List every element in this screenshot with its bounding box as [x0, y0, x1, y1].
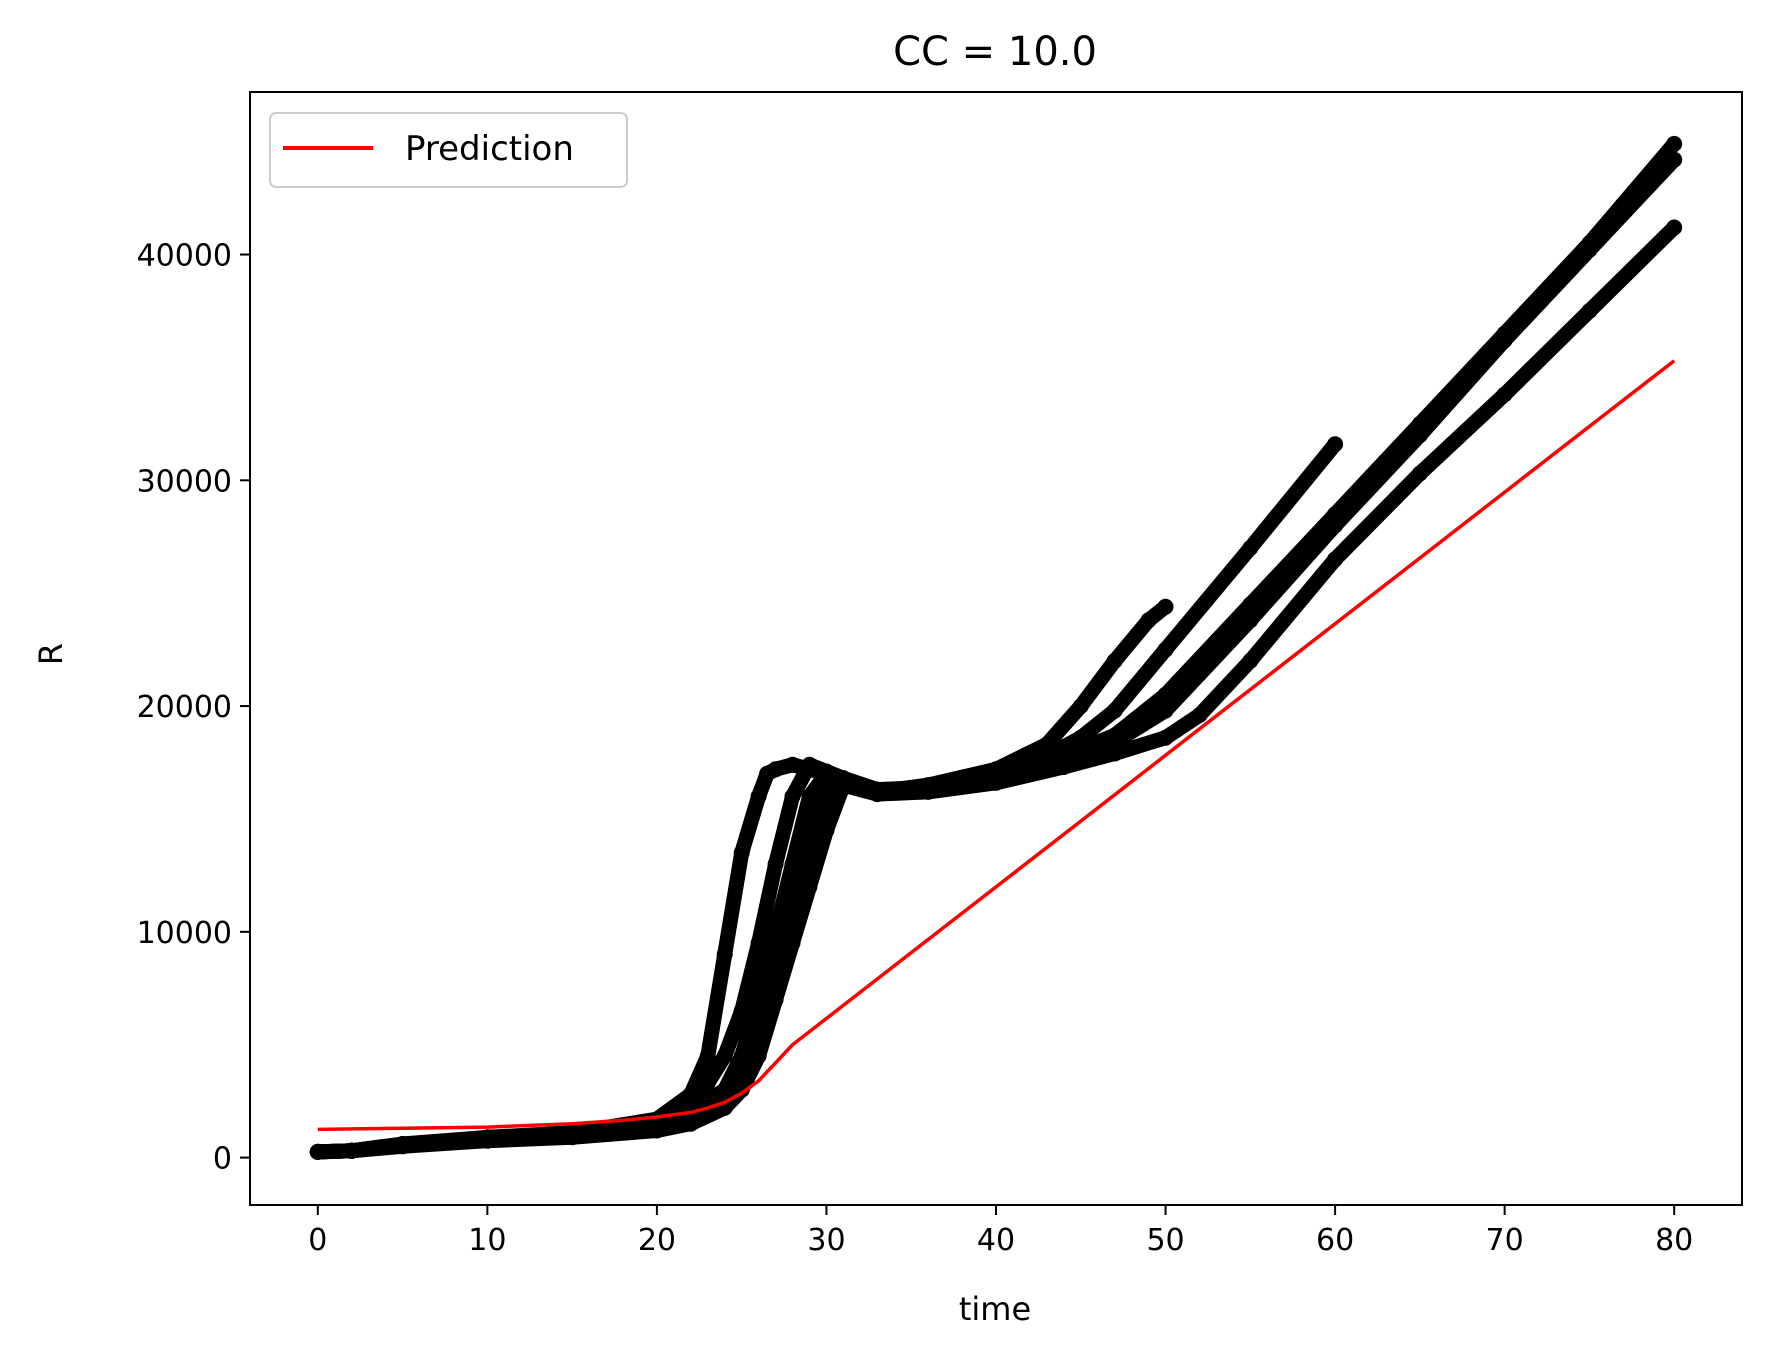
data-point	[920, 783, 937, 800]
x-tick-label: 80	[1655, 1223, 1693, 1258]
y-tick-label: 30000	[137, 464, 232, 499]
data-point	[1055, 759, 1072, 775]
data-point	[1666, 219, 1683, 236]
y-axis-label: R	[32, 643, 70, 665]
data-point	[1411, 427, 1428, 444]
data-point	[1327, 517, 1344, 534]
data-point	[801, 878, 818, 895]
data-point	[716, 946, 733, 963]
data-point	[835, 777, 852, 794]
data-point	[1496, 386, 1513, 403]
x-tick-label: 40	[977, 1223, 1015, 1258]
plot-area	[249, 91, 1743, 1206]
data-point	[801, 788, 818, 805]
x-tick-label: 20	[638, 1223, 676, 1258]
data-point	[479, 1132, 496, 1149]
x-tick-label: 60	[1316, 1223, 1354, 1258]
x-tick-label: 50	[1146, 1223, 1184, 1258]
legend: Prediction	[269, 112, 628, 188]
data-point	[750, 1048, 767, 1064]
x-tick-label: 70	[1486, 1223, 1524, 1258]
y-tick-label: 10000	[137, 916, 232, 951]
data-point	[699, 1048, 716, 1064]
data-point	[818, 765, 835, 782]
x-axis-label: time	[959, 1290, 1031, 1328]
data-point	[733, 1002, 750, 1019]
data-point	[343, 1142, 360, 1159]
y-tick-label: 0	[213, 1142, 232, 1177]
data-point	[988, 774, 1004, 791]
data-point	[767, 991, 784, 1008]
x-axis-ticks: 0 10 20 30 40 50 60 70 80	[308, 1205, 1693, 1258]
data-point	[1157, 641, 1174, 658]
chart-title: CC = 10.0	[893, 29, 1097, 75]
data-point	[1191, 707, 1208, 724]
data-point	[716, 1048, 733, 1064]
data-point	[750, 788, 767, 805]
data-point	[1666, 135, 1683, 152]
data-point	[1581, 303, 1598, 319]
data-point	[682, 1115, 699, 1132]
data-point	[309, 1143, 326, 1160]
data-point	[1106, 652, 1123, 669]
data-point	[1581, 242, 1598, 258]
x-tick-label: 0	[308, 1223, 327, 1258]
data-point	[1242, 612, 1259, 629]
data-point	[1106, 702, 1123, 719]
data-point	[1140, 612, 1157, 629]
data-point	[648, 1122, 665, 1139]
data-point	[699, 1075, 716, 1092]
data-point	[733, 844, 750, 861]
data-point	[564, 1129, 581, 1146]
data-point	[1157, 729, 1174, 746]
data-point	[1106, 745, 1123, 762]
data-point	[1327, 436, 1344, 453]
observed-run-5	[310, 220, 1682, 1160]
data-point	[784, 890, 801, 906]
data-point	[1666, 151, 1683, 168]
data-point	[750, 935, 767, 952]
data-point	[1157, 598, 1174, 615]
data-point	[1242, 652, 1259, 669]
data-point	[767, 761, 784, 778]
legend-prediction-label: Prediction	[405, 129, 574, 169]
data-point	[869, 786, 886, 803]
data-point	[784, 756, 801, 773]
data-point	[784, 788, 801, 805]
data-point	[1242, 540, 1259, 556]
data-point	[1072, 698, 1089, 715]
x-tick-label: 10	[468, 1223, 506, 1258]
legend-box	[269, 112, 628, 188]
data-point	[1327, 551, 1344, 568]
data-point	[1157, 702, 1174, 719]
data-point	[767, 856, 784, 873]
y-tick-label: 40000	[137, 239, 232, 274]
x-tick-label: 30	[807, 1223, 845, 1258]
data-point	[801, 833, 818, 850]
prediction-line	[317, 359, 1676, 1132]
data-point	[1411, 465, 1428, 482]
data-point	[801, 756, 818, 773]
y-axis-ticks: 0 10000 20000 30000 40000	[137, 239, 250, 1177]
data-point	[818, 783, 835, 800]
data-point	[1496, 332, 1513, 349]
data-point	[784, 935, 801, 952]
data-point	[818, 822, 835, 839]
y-tick-label: 20000	[137, 690, 232, 725]
data-point	[394, 1138, 411, 1155]
